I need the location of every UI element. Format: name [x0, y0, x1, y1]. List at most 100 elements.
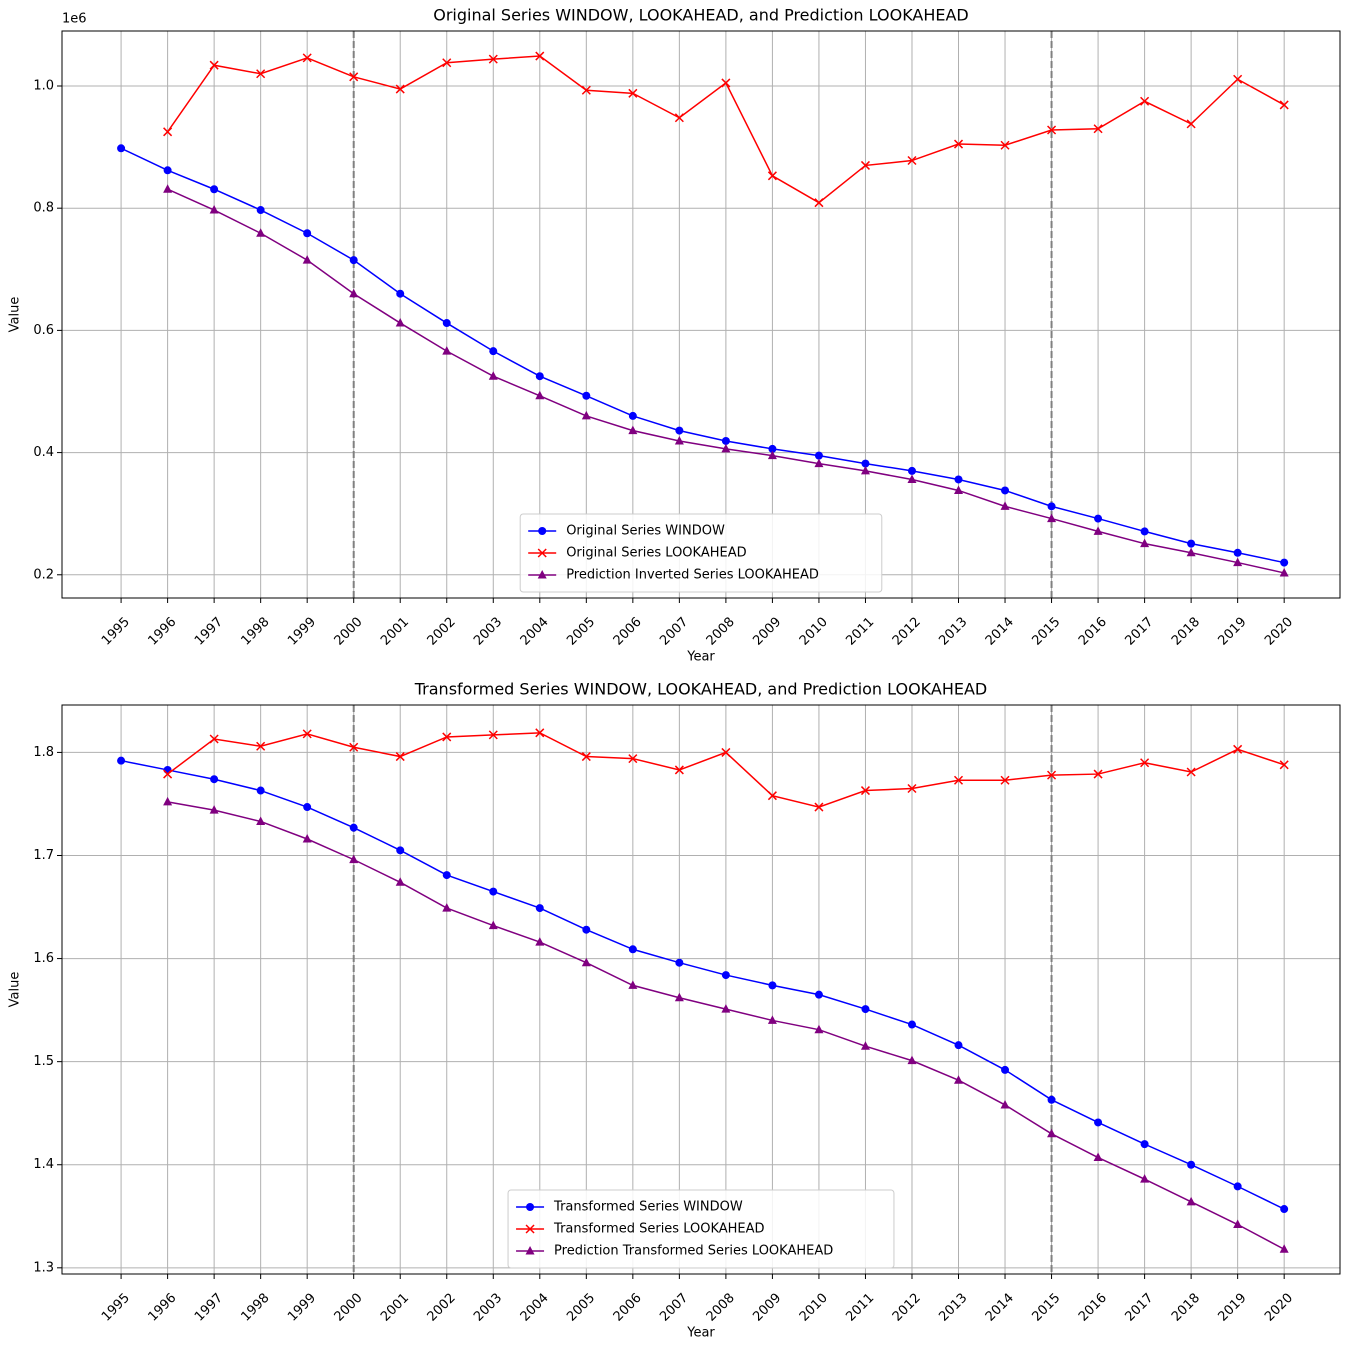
x-tick-label: 1995: [99, 615, 133, 649]
marker: [163, 796, 173, 806]
marker: [1047, 770, 1057, 780]
marker: [442, 319, 451, 328]
marker: [349, 854, 359, 864]
x-tick-label: 2014: [983, 615, 1017, 649]
marker: [442, 732, 452, 742]
marker: [814, 451, 823, 460]
legend-box: [519, 513, 883, 593]
marker: [395, 84, 405, 94]
marker: [721, 1004, 731, 1013]
marker: [1233, 744, 1243, 754]
y-tick-label: 0.6: [33, 323, 54, 338]
x-tick-label: 1997: [192, 615, 226, 649]
y-axis-label: Value: [8, 972, 23, 1008]
marker: [535, 904, 544, 913]
marker: [396, 289, 405, 298]
marker: [1140, 527, 1149, 536]
marker: [256, 69, 266, 79]
marker: [954, 1075, 964, 1084]
marker: [1000, 501, 1010, 510]
y-tick-label: 0.2: [33, 567, 54, 582]
marker: [628, 88, 638, 98]
marker: [675, 958, 684, 967]
marker: [674, 435, 684, 445]
marker: [814, 990, 823, 999]
marker: [349, 256, 358, 265]
x-tick-label: 2014: [983, 1291, 1017, 1325]
marker: [1186, 767, 1196, 777]
x-tick-label: 2002: [425, 615, 459, 649]
marker: [1093, 124, 1103, 134]
x-tick-label: 2007: [657, 615, 691, 649]
marker: [1093, 769, 1103, 779]
marker: [954, 485, 964, 494]
marker: [767, 791, 777, 801]
marker: [1001, 1065, 1010, 1074]
marker: [953, 775, 964, 785]
marker: [395, 877, 405, 886]
marker: [209, 734, 219, 744]
marker: [860, 1041, 870, 1050]
x-tick-label: 2009: [750, 615, 784, 649]
marker: [628, 425, 638, 435]
x-tick-label: 2016: [1076, 615, 1110, 649]
marker: [768, 444, 777, 453]
marker: [256, 786, 265, 795]
y-tick-label: 0.8: [33, 201, 54, 216]
marker: [535, 372, 544, 381]
marker: [767, 1015, 777, 1024]
marker: [1279, 1244, 1289, 1253]
x-tick-label: 2006: [611, 615, 645, 649]
marker: [349, 288, 359, 298]
x-tick-label: 2020: [1262, 615, 1296, 649]
marker: [581, 410, 591, 420]
marker: [1279, 100, 1289, 110]
marker: [1279, 567, 1289, 577]
marker: [488, 730, 498, 740]
marker: [1233, 1219, 1243, 1229]
legend-box: [507, 1189, 895, 1269]
legend-label: Transformed Series LOOKAHEAD: [553, 1222, 764, 1237]
legend-marker: [526, 1203, 535, 1211]
legend-marker: [525, 1224, 535, 1234]
x-tick-label: 2008: [704, 615, 738, 649]
legend-marker: [537, 570, 547, 579]
marker: [581, 85, 591, 95]
x-tick-label: 1996: [145, 615, 179, 649]
marker: [488, 920, 498, 930]
marker: [1140, 538, 1150, 548]
marker: [535, 390, 545, 400]
marker: [814, 802, 824, 812]
marker: [767, 450, 777, 460]
marker: [1280, 558, 1289, 567]
marker: [628, 411, 637, 420]
marker: [1047, 125, 1057, 135]
marker: [1047, 502, 1056, 511]
x-tick-label: 2002: [425, 1291, 459, 1325]
marker: [349, 823, 358, 832]
x-tick-label: 1999: [285, 615, 319, 649]
marker: [210, 775, 219, 784]
marker: [861, 459, 870, 468]
marker: [1093, 1152, 1103, 1162]
x-tick-label: 2004: [518, 615, 552, 649]
x-tick-label: 1997: [192, 1291, 226, 1325]
x-tick-label: 2016: [1076, 1291, 1110, 1325]
x-tick-label: 2000: [332, 1291, 366, 1325]
x-tick-label: 2009: [750, 1291, 784, 1325]
y-axis-label: Value: [8, 297, 23, 333]
marker: [256, 741, 266, 751]
marker: [628, 980, 638, 989]
marker: [1094, 514, 1103, 523]
marker: [1000, 775, 1010, 785]
marker: [1187, 539, 1196, 548]
x-tick-label: 2010: [797, 615, 831, 649]
marker: [1233, 557, 1243, 567]
marker: [814, 458, 824, 468]
y-tick-label: 1.5: [33, 1054, 54, 1069]
marker: [256, 816, 266, 825]
marker: [581, 957, 591, 967]
marker: [954, 1041, 963, 1050]
legend-label: Transformed Series WINDOW: [553, 1200, 743, 1215]
